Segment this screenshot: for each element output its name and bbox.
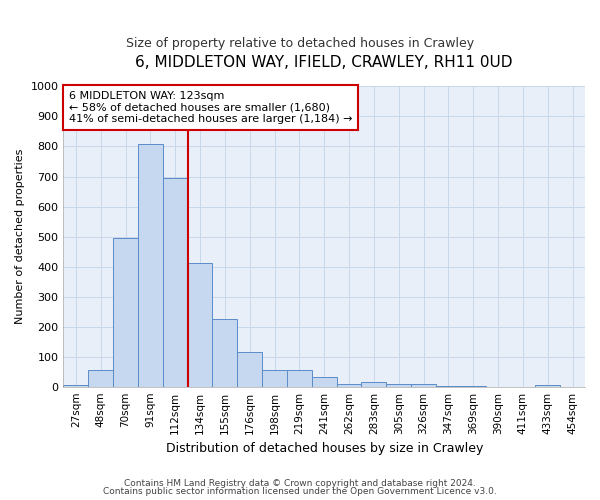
X-axis label: Distribution of detached houses by size in Crawley: Distribution of detached houses by size …	[166, 442, 483, 455]
Bar	[64, 385, 88, 386]
Bar	[88, 370, 113, 386]
Bar	[535, 385, 560, 386]
Bar	[287, 370, 312, 386]
Bar	[188, 263, 212, 386]
Bar	[212, 319, 237, 386]
Bar	[312, 377, 337, 386]
Text: Contains public sector information licensed under the Open Government Licence v3: Contains public sector information licen…	[103, 487, 497, 496]
Y-axis label: Number of detached properties: Number of detached properties	[15, 149, 25, 324]
Bar	[262, 370, 287, 386]
Text: Contains HM Land Registry data © Crown copyright and database right 2024.: Contains HM Land Registry data © Crown c…	[124, 478, 476, 488]
Bar	[386, 384, 411, 386]
Title: 6, MIDDLETON WAY, IFIELD, CRAWLEY, RH11 0UD: 6, MIDDLETON WAY, IFIELD, CRAWLEY, RH11 …	[136, 55, 513, 70]
Bar	[237, 352, 262, 386]
Bar	[337, 384, 361, 386]
Bar	[361, 382, 386, 386]
Text: 6 MIDDLETON WAY: 123sqm
← 58% of detached houses are smaller (1,680)
41% of semi: 6 MIDDLETON WAY: 123sqm ← 58% of detache…	[68, 91, 352, 124]
Text: Size of property relative to detached houses in Crawley: Size of property relative to detached ho…	[126, 38, 474, 51]
Bar	[163, 178, 188, 386]
Bar	[411, 384, 436, 386]
Bar	[113, 238, 138, 386]
Bar	[138, 144, 163, 386]
